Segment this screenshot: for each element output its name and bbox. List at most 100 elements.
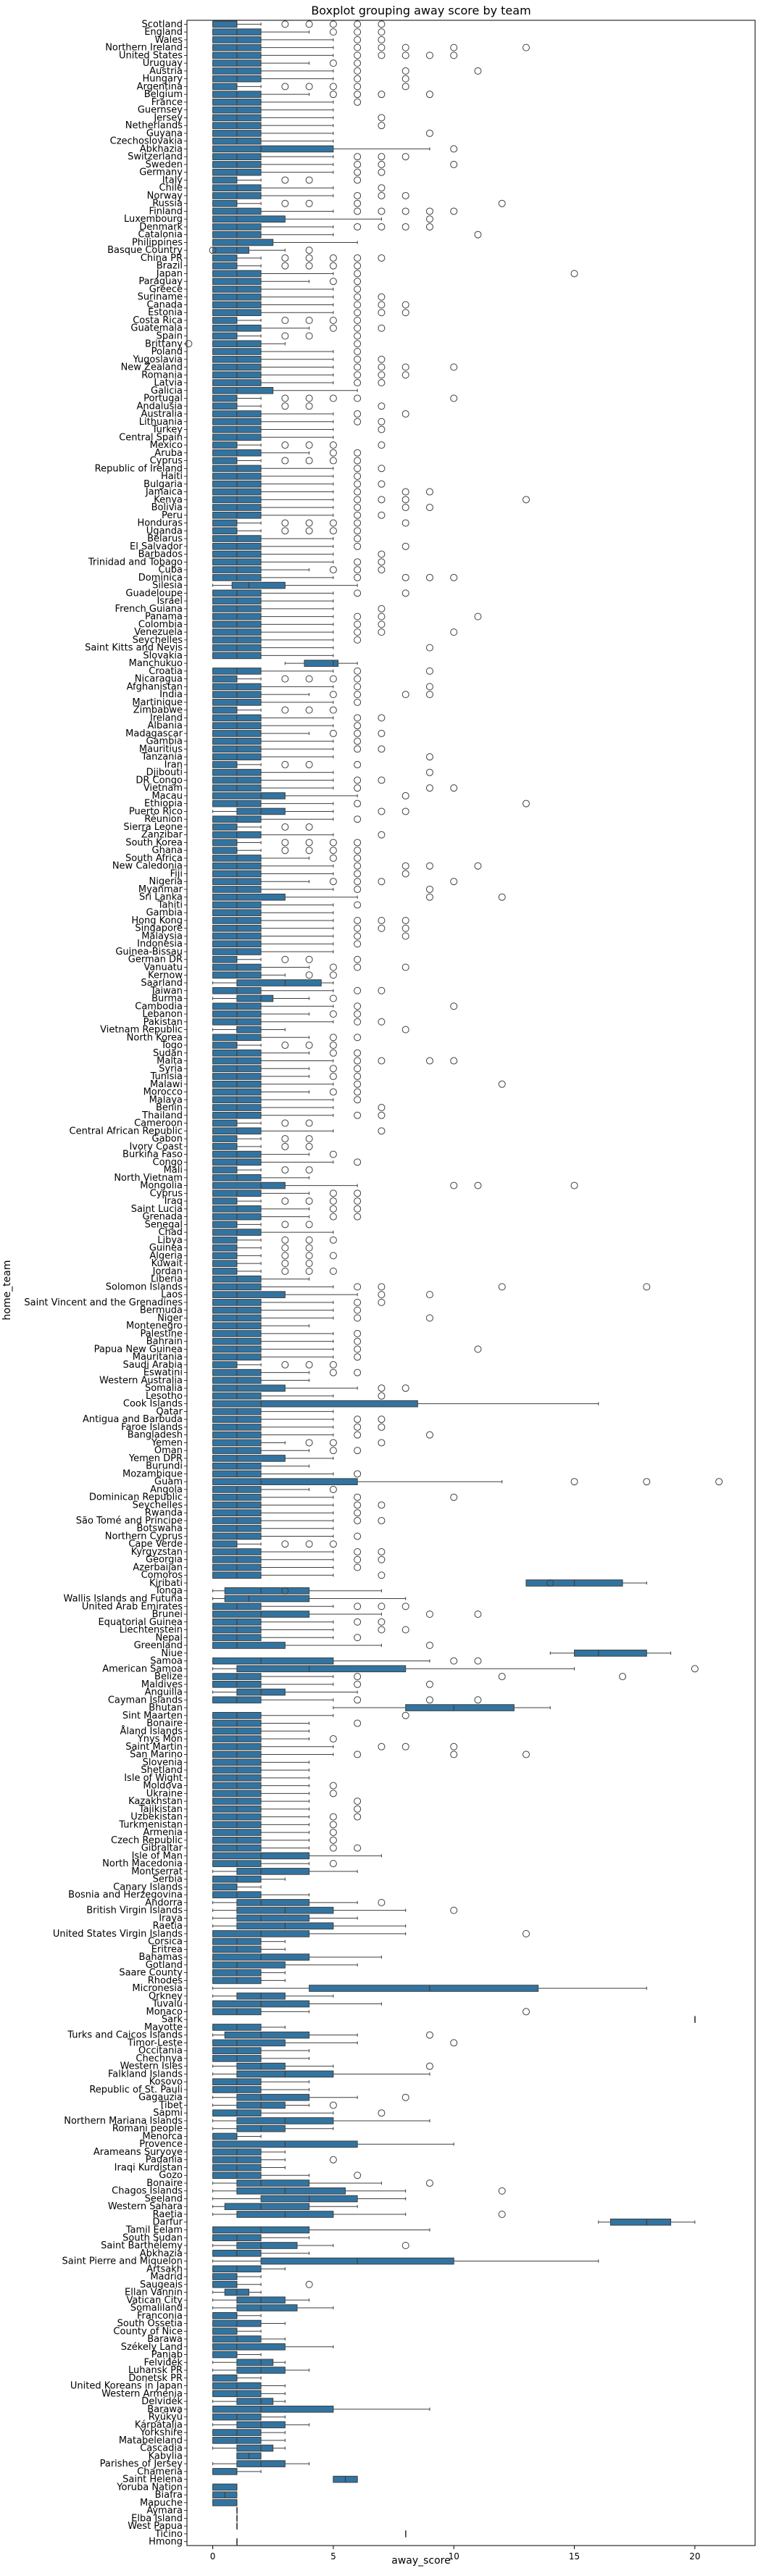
category-label: China PR <box>141 253 183 264</box>
category-label: Kyrgyzstan <box>131 1547 183 1558</box>
box <box>212 839 238 847</box>
category-label: Occitania <box>138 2045 183 2056</box>
outlier-point <box>329 1360 337 1368</box>
outlier-point <box>354 293 362 301</box>
outlier-point <box>281 1587 289 1595</box>
outlier-point <box>474 1611 482 1619</box>
y-axis-label: home_team <box>1 1260 13 1320</box>
outlier-point <box>354 1298 362 1306</box>
outlier-point <box>425 885 433 893</box>
category-label: Myanmar <box>138 884 183 895</box>
outlier-point <box>329 1197 337 1205</box>
outlier-point <box>329 963 337 971</box>
outlier-point <box>378 807 386 815</box>
outlier-point <box>450 160 458 168</box>
outlier-point <box>378 1742 386 1750</box>
outlier-point <box>354 473 362 481</box>
outlier-point <box>425 223 433 230</box>
box <box>212 457 238 465</box>
outlier-point <box>425 1291 433 1299</box>
category-label: Bolivia <box>151 502 183 513</box>
category-label: Switzerland <box>128 151 183 162</box>
category-label: Abkhazia <box>140 2248 183 2259</box>
category-label: Latvia <box>154 378 183 389</box>
outlier-point <box>354 940 362 948</box>
category-label: Uganda <box>146 525 183 536</box>
outlier-point <box>474 1181 482 1189</box>
outlier-point <box>378 1018 386 1026</box>
category-label: Somalia <box>145 1383 183 1394</box>
category-label: Burkina Faso <box>122 1150 183 1160</box>
category-label: Cascadia <box>140 2443 183 2454</box>
outlier-point <box>378 371 386 379</box>
outlier-point <box>378 1423 386 1431</box>
outlier-point <box>378 831 386 839</box>
category-label: Silesia <box>152 581 183 591</box>
outlier-point <box>354 309 362 317</box>
category-label: Panjab <box>151 2350 183 2361</box>
box <box>212 1361 238 1368</box>
category-label: Jordan <box>152 1266 183 1277</box>
outlier-point <box>281 519 289 527</box>
category-label: Lebanon <box>142 1009 183 1020</box>
category-label: Lithuania <box>139 417 183 428</box>
outlier-point <box>305 254 313 262</box>
outlier-point <box>354 1516 362 1524</box>
category-label: Ynys Môn <box>137 1734 183 1745</box>
category-label: Western Armenia <box>101 2388 183 2399</box>
category-label: Puerto Rico <box>129 806 183 817</box>
category-label: Mauritania <box>133 1352 183 1363</box>
outlier-point <box>378 604 386 612</box>
outlier-point <box>354 324 362 332</box>
outlier-point <box>401 807 409 815</box>
category-label: Elba Island <box>131 2513 183 2524</box>
outlier-point <box>401 573 409 581</box>
outlier-point <box>378 441 386 449</box>
outlier-point <box>329 59 337 67</box>
outlier-point <box>281 457 289 465</box>
box <box>212 441 238 449</box>
outlier-point <box>354 628 362 636</box>
category-label: Bonaire <box>146 1719 183 1729</box>
outlier-point <box>474 1345 482 1353</box>
outlier-point <box>378 2109 386 2117</box>
category-label: Guadeloupe <box>125 588 183 599</box>
category-label: Paraguay <box>138 276 183 287</box>
outlier-point <box>329 28 337 36</box>
outlier-point <box>354 67 362 75</box>
box <box>212 262 238 270</box>
category-label: Arameans Suryoye <box>93 2147 183 2158</box>
outlier-point <box>354 1603 362 1611</box>
category-label: Fiji <box>170 868 183 879</box>
category-label: Georgia <box>146 1555 183 1566</box>
category-label: Turks and Caicos Islands <box>67 2030 183 2041</box>
outlier-point <box>401 75 409 83</box>
outlier-point <box>305 83 313 91</box>
outlier-point <box>425 129 433 137</box>
outlier-point <box>281 1119 289 1127</box>
outlier-point <box>450 394 458 402</box>
category-label: Honduras <box>137 518 183 529</box>
category-label: Costa Rica <box>133 315 183 326</box>
outlier-point <box>425 1314 433 1322</box>
outlier-point <box>329 20 337 28</box>
outlier-point <box>425 2062 433 2070</box>
category-label: Bahamas <box>139 1952 183 1963</box>
outlier-point <box>281 1267 289 1275</box>
outlier-point <box>450 1493 458 1501</box>
outlier-point <box>354 496 362 504</box>
outlier-point <box>354 1673 362 1681</box>
outlier-point <box>354 1314 362 1322</box>
outlier-point <box>281 394 289 402</box>
outlier-point <box>378 1898 386 1906</box>
outlier-point <box>305 847 313 855</box>
outlier-point <box>401 589 409 597</box>
outlier-point <box>378 1501 386 1509</box>
box <box>309 1985 539 1992</box>
outlier-point <box>354 43 362 51</box>
outlier-point <box>329 729 337 737</box>
category-label: Sápmi <box>153 2108 183 2119</box>
box <box>212 1197 238 1205</box>
category-label: Tanzania <box>141 752 183 763</box>
box <box>212 527 238 535</box>
